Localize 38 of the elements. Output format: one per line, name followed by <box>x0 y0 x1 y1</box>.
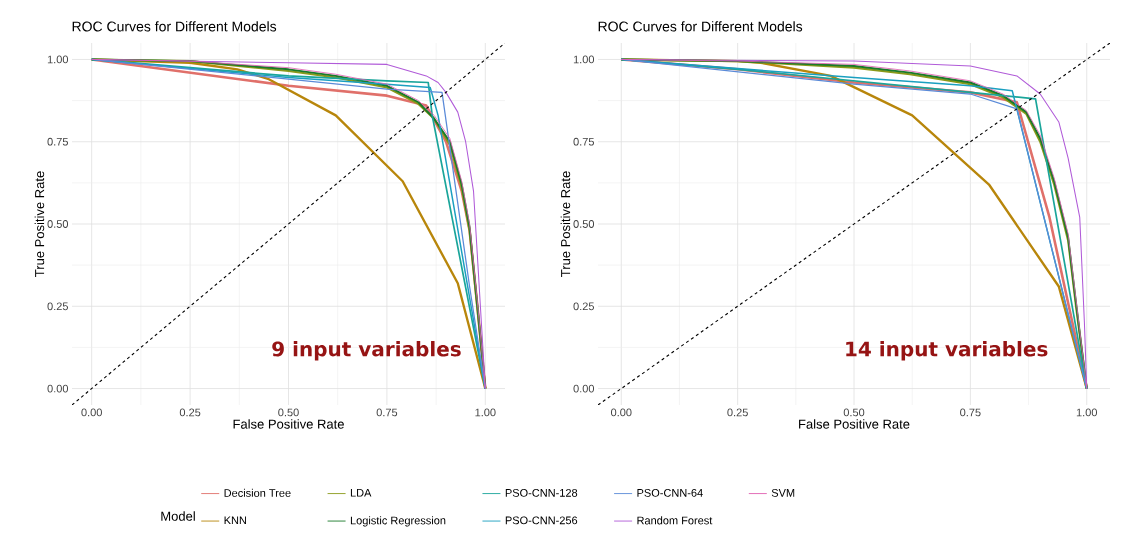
y-axis-title: True Positive Rate <box>560 171 571 277</box>
legend-label: PSO-CNN-128 <box>505 489 578 497</box>
legend-label: KNN <box>224 516 246 525</box>
legend-label: Decision Tree <box>224 488 291 497</box>
y-axis-title: True Positive Rate <box>34 171 45 277</box>
annotation: 9 input variables <box>272 341 461 361</box>
x-tick-label: 0.25 <box>727 408 748 417</box>
x-axis-title: False Positive Rate <box>233 419 344 429</box>
x-tick-label: 0.75 <box>960 408 981 417</box>
chart-title: ROC Curves for Different Models <box>598 21 803 32</box>
x-tick-label: 0.00 <box>611 408 632 417</box>
x-tick-label: 1.00 <box>475 408 496 417</box>
y-tick-label: 0.00 <box>47 384 69 393</box>
legend-title: Model <box>161 511 195 521</box>
y-tick-label: 0.50 <box>47 220 69 228</box>
legend-label: SVM <box>771 489 795 497</box>
x-tick-label: 0.25 <box>179 408 201 417</box>
y-tick-label: 1.00 <box>47 55 69 64</box>
y-tick-label: 0.25 <box>573 302 594 311</box>
x-tick-label: 0.75 <box>376 408 398 417</box>
annotation: 14 input variables <box>846 341 1048 361</box>
y-tick-label: 0.75 <box>573 137 594 146</box>
y-tick-label: 0.75 <box>47 137 68 146</box>
legend-label: Logistic Regression <box>350 516 446 527</box>
x-tick-label: 0.50 <box>843 408 865 417</box>
y-tick-label: 0.25 <box>47 302 68 311</box>
x-axis-title: False Positive Rate <box>799 419 910 429</box>
legend-label: Random Forest <box>637 516 713 525</box>
y-tick-label: 0.50 <box>573 220 595 228</box>
y-tick-label: 0.00 <box>573 384 595 393</box>
x-tick-label: 0.00 <box>81 408 102 417</box>
legend-label: PSO-CNN-64 <box>637 489 703 497</box>
x-tick-label: 0.50 <box>278 408 299 417</box>
x-tick-label: 1.00 <box>1076 408 1097 417</box>
legend-label: LDA <box>350 489 372 497</box>
legend-label: PSO-CNN-256 <box>505 516 578 525</box>
chart-title: ROC Curves for Different Models <box>72 21 277 32</box>
y-tick-label: 1.00 <box>573 55 595 64</box>
